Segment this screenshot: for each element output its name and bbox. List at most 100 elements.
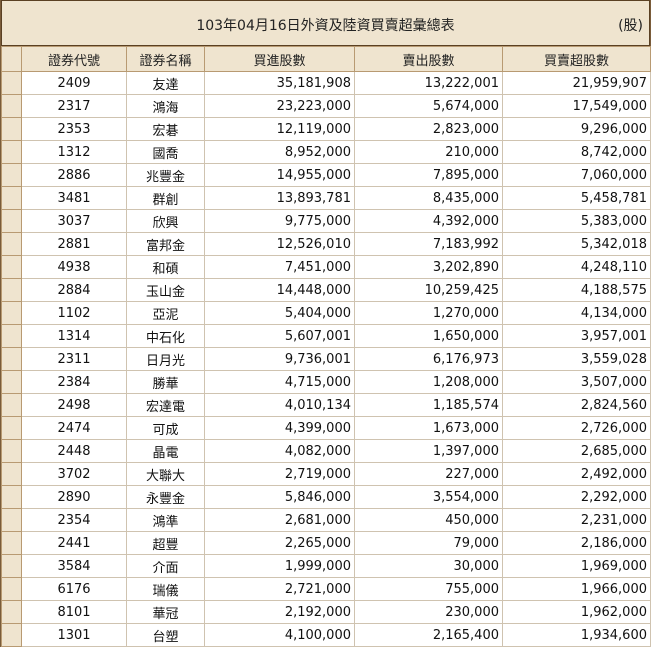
- table-row: 2317 鴻海 23,223,000 5,674,000 17,549,000: [1, 94, 651, 118]
- cell-sell: 13,222,001: [354, 71, 503, 95]
- cell-sell: 4,392,000: [354, 209, 503, 233]
- cell-sell: 1,673,000: [354, 416, 503, 440]
- cell-name: 鴻海: [126, 94, 205, 118]
- table-row: 3584 介面 1,999,000 30,000 1,969,000: [1, 554, 651, 578]
- table-row: 3702 大聯大 2,719,000 227,000 2,492,000: [1, 462, 651, 486]
- cell-buy: 2,681,000: [204, 508, 355, 532]
- cell-code: 1102: [21, 301, 127, 325]
- table-row: 2881 富邦金 12,526,010 7,183,992 5,342,018: [1, 232, 651, 256]
- row-gutter: [1, 255, 22, 279]
- column-header-code: 證券代號: [21, 46, 127, 72]
- cell-name: 華冠: [126, 600, 205, 624]
- cell-buy: 2,719,000: [204, 462, 355, 486]
- table-row: 6176 瑞儀 2,721,000 755,000 1,966,000: [1, 577, 651, 601]
- cell-net: 4,188,575: [502, 278, 651, 302]
- row-gutter: [1, 278, 22, 302]
- cell-name: 群創: [126, 186, 205, 210]
- cell-sell: 1,650,000: [354, 324, 503, 348]
- cell-name: 介面: [126, 554, 205, 578]
- cell-name: 和碩: [126, 255, 205, 279]
- table-row: 2311 日月光 9,736,001 6,176,973 3,559,028: [1, 347, 651, 371]
- cell-code: 2409: [21, 71, 127, 95]
- cell-code: 2474: [21, 416, 127, 440]
- cell-code: 3702: [21, 462, 127, 486]
- row-gutter: [1, 232, 22, 256]
- row-gutter: [1, 508, 22, 532]
- cell-buy: 9,736,001: [204, 347, 355, 371]
- cell-buy: 4,399,000: [204, 416, 355, 440]
- cell-name: 友達: [126, 71, 205, 95]
- table-row: 2354 鴻準 2,681,000 450,000 2,231,000: [1, 508, 651, 532]
- table-row: 1102 亞泥 5,404,000 1,270,000 4,134,000: [1, 301, 651, 325]
- cell-sell: 230,000: [354, 600, 503, 624]
- column-header-net: 買賣超股數: [502, 46, 651, 72]
- table-row: 2353 宏碁 12,119,000 2,823,000 9,296,000: [1, 117, 651, 141]
- cell-sell: 450,000: [354, 508, 503, 532]
- title-bar: 103年04月16日外資及陸資買賣超彙總表 (股): [1, 0, 650, 46]
- cell-buy: 4,715,000: [204, 370, 355, 394]
- table-row: 2448 晶電 4,082,000 1,397,000 2,685,000: [1, 439, 651, 463]
- table-row: 2474 可成 4,399,000 1,673,000 2,726,000: [1, 416, 651, 440]
- cell-buy: 5,607,001: [204, 324, 355, 348]
- cell-buy: 9,775,000: [204, 209, 355, 233]
- column-header-buy: 買進股數: [204, 46, 355, 72]
- table-row: 2441 超豐 2,265,000 79,000 2,186,000: [1, 531, 651, 555]
- cell-code: 3584: [21, 554, 127, 578]
- table-body: 2409 友達 35,181,908 13,222,001 21,959,907 2317…: [1, 71, 651, 647]
- table-row: 2409 友達 35,181,908 13,222,001 21,959,907: [1, 71, 651, 95]
- table-header-row: 證券代號 證券名稱 買進股數 賣出股數 買賣超股數: [1, 46, 651, 72]
- cell-name: 超豐: [126, 531, 205, 555]
- cell-name: 台塑: [126, 623, 205, 647]
- cell-name: 宏達電: [126, 393, 205, 417]
- cell-sell: 210,000: [354, 140, 503, 164]
- cell-code: 2317: [21, 94, 127, 118]
- cell-sell: 6,176,973: [354, 347, 503, 371]
- cell-buy: 5,846,000: [204, 485, 355, 509]
- row-gutter: [1, 577, 22, 601]
- cell-buy: 1,999,000: [204, 554, 355, 578]
- column-header-sell: 賣出股數: [354, 46, 503, 72]
- cell-name: 宏碁: [126, 117, 205, 141]
- cell-sell: 1,270,000: [354, 301, 503, 325]
- table-row: 2890 永豐金 5,846,000 3,554,000 2,292,000: [1, 485, 651, 509]
- cell-net: 5,383,000: [502, 209, 651, 233]
- cell-code: 1301: [21, 623, 127, 647]
- cell-name: 晶電: [126, 439, 205, 463]
- cell-name: 瑞儀: [126, 577, 205, 601]
- cell-net: 1,962,000: [502, 600, 651, 624]
- cell-code: 1314: [21, 324, 127, 348]
- table-row: 3481 群創 13,893,781 8,435,000 5,458,781: [1, 186, 651, 210]
- cell-net: 17,549,000: [502, 94, 651, 118]
- row-gutter: [1, 117, 22, 141]
- cell-net: 4,248,110: [502, 255, 651, 279]
- cell-net: 3,559,028: [502, 347, 651, 371]
- cell-buy: 2,265,000: [204, 531, 355, 555]
- cell-sell: 2,823,000: [354, 117, 503, 141]
- row-gutter: [1, 416, 22, 440]
- cell-net: 1,969,000: [502, 554, 651, 578]
- cell-code: 2498: [21, 393, 127, 417]
- cell-name: 勝華: [126, 370, 205, 394]
- table-row: 4938 和碩 7,451,000 3,202,890 4,248,110: [1, 255, 651, 279]
- cell-name: 鴻準: [126, 508, 205, 532]
- cell-net: 4,134,000: [502, 301, 651, 325]
- cell-name: 大聯大: [126, 462, 205, 486]
- cell-name: 中石化: [126, 324, 205, 348]
- trading-table: 證券代號 證券名稱 買進股數 賣出股數 買賣超股數 2409 友達 35,181,9…: [1, 46, 651, 647]
- row-gutter: [1, 163, 22, 187]
- cell-sell: 3,554,000: [354, 485, 503, 509]
- cell-buy: 14,448,000: [204, 278, 355, 302]
- row-gutter: [1, 623, 22, 647]
- cell-sell: 8,435,000: [354, 186, 503, 210]
- cell-buy: 4,082,000: [204, 439, 355, 463]
- cell-code: 4938: [21, 255, 127, 279]
- cell-buy: 2,721,000: [204, 577, 355, 601]
- column-header-name: 證券名稱: [126, 46, 205, 72]
- cell-sell: 7,183,992: [354, 232, 503, 256]
- table-row: 2886 兆豐金 14,955,000 7,895,000 7,060,000: [1, 163, 651, 187]
- cell-sell: 7,895,000: [354, 163, 503, 187]
- row-gutter: [1, 462, 22, 486]
- header-gutter: [1, 46, 22, 72]
- cell-name: 日月光: [126, 347, 205, 371]
- cell-sell: 2,165,400: [354, 623, 503, 647]
